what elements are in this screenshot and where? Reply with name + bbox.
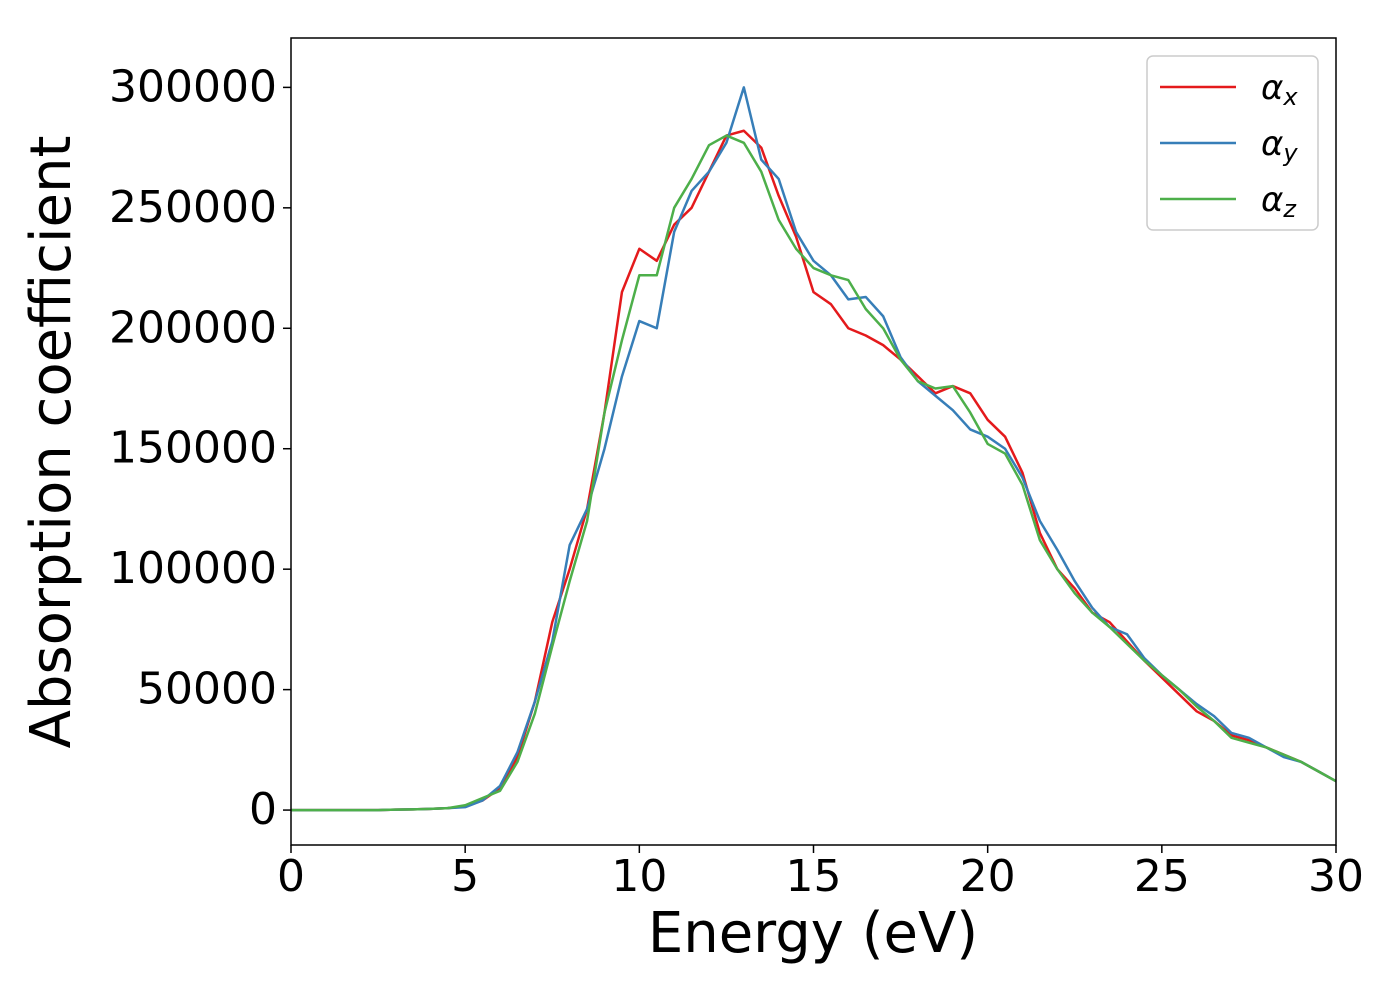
y-axis-label: Absorption coefficient [19, 136, 84, 749]
x-tick-label: 30 [1308, 851, 1364, 902]
legend-label: αz [1261, 180, 1297, 224]
x-tick-label: 25 [1134, 851, 1190, 902]
y-tick-label: 250000 [109, 182, 277, 233]
plot-frame [290, 37, 1337, 846]
y-tick-label: 0 [249, 784, 277, 835]
x-tick-label: 0 [277, 851, 305, 902]
legend-label: αx [1261, 68, 1298, 112]
x-axis-label: Energy (eV) [648, 901, 978, 966]
x-tick-label: 15 [786, 851, 842, 902]
y-tick-label: 50000 [137, 664, 277, 715]
legend-label: αy [1261, 124, 1298, 168]
x-tick-label: 10 [611, 851, 667, 902]
y-tick-label: 200000 [109, 302, 277, 353]
x-tick-label: 5 [451, 851, 479, 902]
x-tick-label: 20 [960, 851, 1016, 902]
series-line [291, 134, 1337, 812]
y-tick-label: 150000 [109, 423, 277, 474]
y-tick-label: 100000 [109, 543, 277, 594]
y-tick-label: 300000 [109, 61, 277, 112]
series-line [291, 129, 1337, 812]
